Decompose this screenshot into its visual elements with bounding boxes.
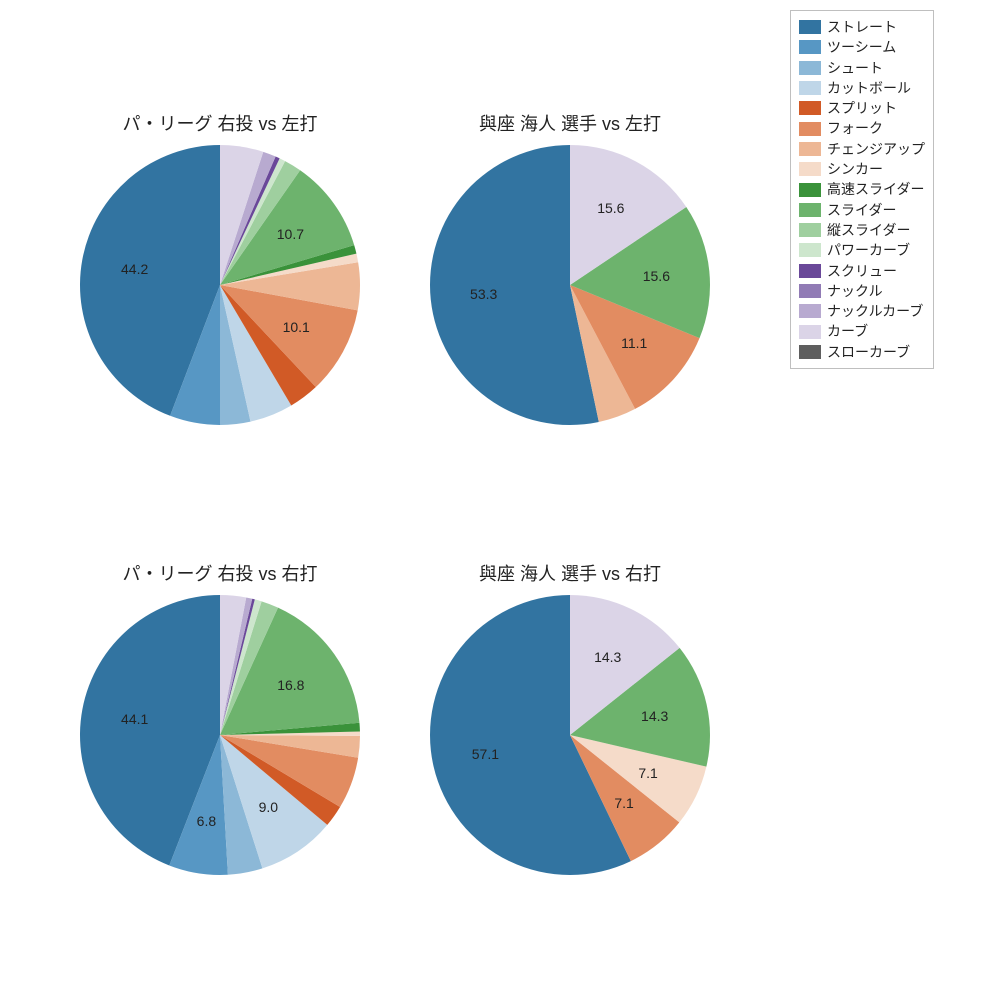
- legend-label: 縦スライダー: [827, 220, 910, 240]
- legend-label: スプリット: [827, 98, 897, 118]
- slice-label: 9.0: [259, 799, 278, 815]
- legend-label: チェンジアップ: [827, 139, 925, 159]
- legend-item: 縦スライダー: [799, 220, 925, 240]
- slice-label: 7.1: [614, 795, 633, 811]
- slice-label: 44.2: [121, 261, 148, 277]
- chart-title: 與座 海人 選手 vs 左打: [479, 110, 661, 136]
- slice-label: 14.3: [594, 649, 621, 665]
- slice-label: 16.8: [277, 677, 304, 693]
- legend-label: ストレート: [827, 17, 897, 37]
- slice-label: 53.3: [470, 286, 497, 302]
- legend-swatch: [799, 264, 821, 278]
- legend-item: ストレート: [799, 17, 925, 37]
- slice-label: 15.6: [643, 268, 670, 284]
- chart-canvas: パ・リーグ 右投 vs 左打 44.2 10.1 10.7 與座 海人 選手 vs 左打…: [0, 0, 1000, 1000]
- slice-label: 15.6: [597, 200, 624, 216]
- slice-label: 10.7: [277, 226, 304, 242]
- legend-label: フォーク: [827, 118, 883, 138]
- legend-item: シンカー: [799, 159, 925, 179]
- legend-swatch: [799, 284, 821, 298]
- legend-swatch: [799, 183, 821, 197]
- legend-item: スローカーブ: [799, 342, 925, 362]
- legend-item: チェンジアップ: [799, 139, 925, 159]
- legend-swatch: [799, 61, 821, 75]
- slice-label: 7.1: [638, 765, 657, 781]
- slice-label: 11.1: [621, 335, 647, 351]
- legend: ストレートツーシームシュートカットボールスプリットフォークチェンジアップシンカー…: [790, 10, 934, 369]
- legend-swatch: [799, 81, 821, 95]
- legend-label: 高速スライダー: [827, 179, 924, 199]
- legend-swatch: [799, 345, 821, 359]
- slice-label: 57.1: [472, 746, 499, 762]
- legend-label: ナックル: [827, 281, 883, 301]
- legend-swatch: [799, 142, 821, 156]
- legend-item: ツーシーム: [799, 37, 925, 57]
- legend-label: パワーカーブ: [827, 240, 910, 260]
- slice-label: 6.8: [197, 813, 216, 829]
- legend-swatch: [799, 325, 821, 339]
- legend-label: シンカー: [827, 159, 883, 179]
- legend-swatch: [799, 122, 821, 136]
- legend-item: スプリット: [799, 98, 925, 118]
- legend-swatch: [799, 203, 821, 217]
- legend-label: ナックルカーブ: [827, 301, 923, 321]
- slice-label: 14.3: [641, 708, 668, 724]
- legend-label: スローカーブ: [827, 342, 910, 362]
- legend-label: スクリュー: [827, 261, 897, 281]
- legend-item: ナックル: [799, 281, 925, 301]
- legend-swatch: [799, 304, 821, 318]
- legend-swatch: [799, 20, 821, 34]
- pie-chart: [426, 591, 714, 879]
- legend-item: スライダー: [799, 200, 925, 220]
- legend-item: シュート: [799, 58, 925, 78]
- legend-label: シュート: [827, 58, 883, 78]
- chart-title: 與座 海人 選手 vs 右打: [479, 560, 661, 586]
- slice-label: 10.1: [283, 319, 310, 335]
- legend-item: ナックルカーブ: [799, 301, 925, 321]
- legend-label: カットボール: [827, 78, 911, 98]
- legend-item: 高速スライダー: [799, 179, 925, 199]
- legend-item: パワーカーブ: [799, 240, 925, 260]
- pie-chart: [76, 591, 364, 879]
- chart-title: パ・リーグ 右投 vs 右打: [122, 560, 317, 586]
- legend-label: ツーシーム: [827, 37, 896, 57]
- legend-item: フォーク: [799, 118, 925, 138]
- legend-swatch: [799, 162, 821, 176]
- legend-label: カーブ: [827, 321, 868, 341]
- legend-swatch: [799, 40, 821, 54]
- chart-title: パ・リーグ 右投 vs 左打: [122, 110, 317, 136]
- pie-chart: [76, 141, 364, 429]
- legend-swatch: [799, 223, 821, 237]
- legend-label: スライダー: [827, 200, 896, 220]
- legend-item: カーブ: [799, 321, 925, 341]
- legend-swatch: [799, 243, 821, 257]
- slice-label: 44.1: [121, 711, 148, 727]
- legend-item: スクリュー: [799, 261, 925, 281]
- legend-item: カットボール: [799, 78, 925, 98]
- legend-swatch: [799, 101, 821, 115]
